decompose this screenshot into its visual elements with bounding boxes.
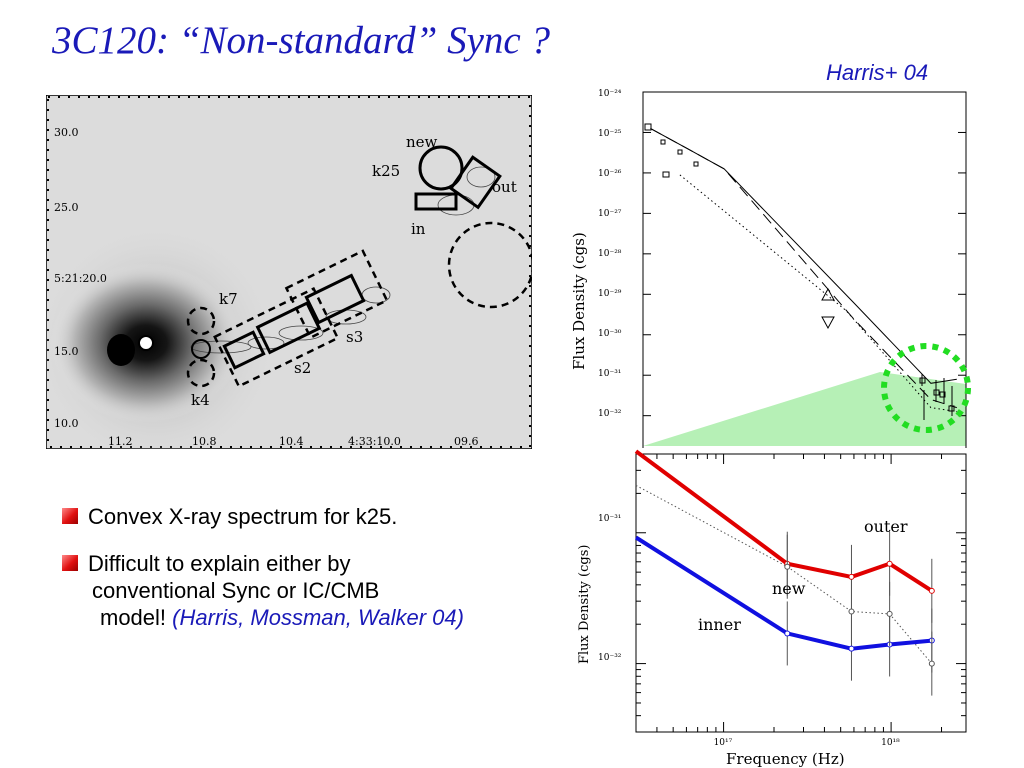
y-tick-label: 10⁻²⁴ [598, 89, 622, 99]
bullet-item: Convex X-ray spectrum for k25. [62, 503, 542, 530]
y-tick-label: 10⁻²⁸ [598, 249, 622, 259]
bullet-list: Convex X-ray spectrum for k25. Difficult… [62, 503, 542, 651]
region-label-k4: k4 [191, 391, 210, 409]
x-tick-label: 10¹⁸ [881, 738, 900, 748]
data-point [848, 573, 855, 580]
ra-tick: 4:33:10.0 [348, 435, 401, 448]
y-axis-label: Flux Density (cgs) [577, 545, 592, 664]
dec-tick: 10.0 [54, 417, 79, 430]
series-label-outer: outer [864, 517, 908, 536]
bullet-text-line1: Difficult to explain either by [88, 551, 351, 576]
data-point [848, 608, 855, 615]
dec-tick: 5:21:20.0 [54, 272, 107, 285]
y-tick-label: 10⁻³⁰ [598, 329, 622, 339]
bullet-item: Difficult to explain either by conventio… [62, 550, 542, 631]
ra-tick: 11.2 [108, 435, 133, 448]
y-tick-label: 10⁻²⁵ [598, 129, 622, 139]
region-label-s3: s3 [346, 328, 363, 346]
data-point [886, 560, 893, 567]
series-line-dashed [650, 127, 957, 409]
data-point [848, 645, 855, 652]
data-point [928, 587, 935, 594]
region-label-out: out [492, 178, 517, 196]
region-label-new: new [406, 133, 438, 151]
region-label-in: in [411, 220, 426, 238]
xray-image: 30.0 25.0 5:21:20.0 15.0 10.0 11.2 10.8 … [46, 95, 532, 449]
series-line-dotted [679, 174, 957, 413]
series-line-solid [650, 127, 957, 384]
region-label-k7: k7 [219, 290, 238, 308]
bullet-square-icon [62, 555, 78, 571]
sed-plot-bottom: 10⁻³¹ 10⁻³² 10¹⁷ 10¹⁸ Flux Density (cgs)… [570, 448, 982, 768]
data-point [644, 123, 652, 131]
y-tick-label: 10⁻³² [598, 409, 622, 419]
highlight-circle [881, 343, 971, 433]
bullet-text-line2: conventional Sync or IC/CMB [92, 578, 380, 603]
data-point [662, 171, 670, 178]
y-tick-label: 10⁻²⁹ [598, 289, 622, 299]
data-point [784, 563, 791, 570]
y-tick-label: 10⁻²⁷ [598, 209, 622, 219]
citation: (Harris, Mossman, Walker 04) [172, 605, 464, 630]
data-point [693, 161, 699, 167]
y-tick-label: 10⁻²⁶ [598, 169, 622, 179]
shaded-wedge [643, 372, 966, 446]
bullet-square-icon [62, 508, 78, 524]
y-tick-label: 10⁻³¹ [598, 369, 621, 379]
slide-title: 3C120: “Non-standard” Sync ? [52, 19, 550, 62]
y-tick-label: 10⁻³¹ [598, 514, 621, 524]
series-label-inner: inner [698, 615, 741, 634]
x-axis-label: Frequency (Hz) [726, 750, 845, 768]
ra-tick: 10.8 [192, 435, 217, 448]
bullet-text-line3: model! (Harris, Mossman, Walker 04) [62, 604, 542, 631]
data-point [821, 316, 835, 330]
bullet-text-model: model! [100, 605, 167, 630]
dec-tick: 15.0 [54, 345, 79, 358]
y-axis-label: Flux Density (cgs) [570, 232, 588, 370]
ra-tick: 09.6 [454, 435, 479, 448]
series-label-new: new [772, 579, 806, 598]
region-label-k25: k25 [372, 162, 400, 180]
credit-label: Harris+ 04 [826, 60, 929, 85]
data-point [886, 610, 893, 617]
data-point [939, 391, 946, 398]
y-tick-label: 10⁻³² [598, 653, 622, 663]
data-point [784, 630, 791, 637]
data-point [928, 660, 935, 667]
bullet-text: Convex X-ray spectrum for k25. [88, 504, 398, 529]
data-point [821, 287, 835, 301]
sed-plot-top: 10⁻²⁴ 10⁻²⁵ 10⁻²⁶ 10⁻²⁷ 10⁻²⁸ 10⁻²⁹ 10⁻³… [570, 84, 982, 450]
dec-tick: 25.0 [54, 201, 79, 214]
data-point [660, 139, 666, 145]
region-label-s2: s2 [294, 359, 311, 377]
data-point [677, 149, 683, 155]
x-tick-label: 10¹⁷ [714, 738, 733, 748]
dec-tick: 30.0 [54, 126, 79, 139]
ra-tick: 10.4 [279, 435, 304, 448]
